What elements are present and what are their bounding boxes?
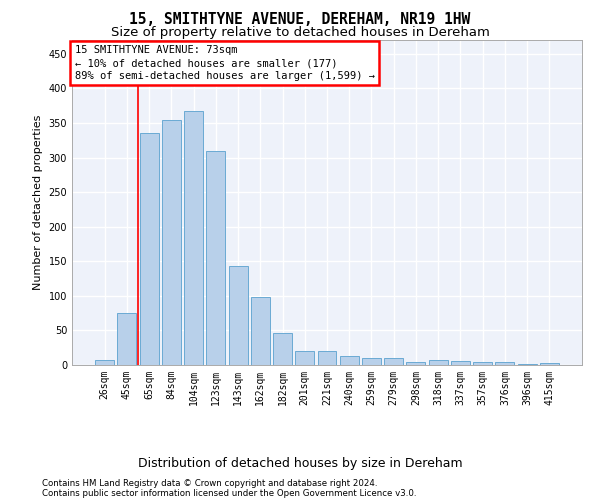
Bar — [206, 150, 225, 365]
Text: 15, SMITHTYNE AVENUE, DEREHAM, NR19 1HW: 15, SMITHTYNE AVENUE, DEREHAM, NR19 1HW — [130, 12, 470, 28]
Bar — [340, 356, 359, 365]
Y-axis label: Number of detached properties: Number of detached properties — [33, 115, 43, 290]
Bar — [140, 134, 158, 365]
Text: Distribution of detached houses by size in Dereham: Distribution of detached houses by size … — [137, 458, 463, 470]
Bar — [540, 363, 559, 365]
Text: Contains public sector information licensed under the Open Government Licence v3: Contains public sector information licen… — [42, 489, 416, 498]
Bar — [317, 351, 337, 365]
Bar — [295, 351, 314, 365]
Bar — [251, 296, 270, 365]
Text: Contains HM Land Registry data © Crown copyright and database right 2024.: Contains HM Land Registry data © Crown c… — [42, 479, 377, 488]
Bar — [406, 362, 425, 365]
Bar — [429, 360, 448, 365]
Bar — [518, 364, 536, 365]
Bar — [473, 362, 492, 365]
Bar — [362, 358, 381, 365]
Bar — [384, 358, 403, 365]
Text: 15 SMITHTYNE AVENUE: 73sqm
← 10% of detached houses are smaller (177)
89% of sem: 15 SMITHTYNE AVENUE: 73sqm ← 10% of deta… — [74, 45, 374, 82]
Bar — [496, 362, 514, 365]
Bar — [95, 360, 114, 365]
Bar — [229, 266, 248, 365]
Bar — [273, 333, 292, 365]
Bar — [162, 120, 181, 365]
Text: Size of property relative to detached houses in Dereham: Size of property relative to detached ho… — [110, 26, 490, 39]
Bar — [184, 110, 203, 365]
Bar — [451, 361, 470, 365]
Bar — [118, 313, 136, 365]
